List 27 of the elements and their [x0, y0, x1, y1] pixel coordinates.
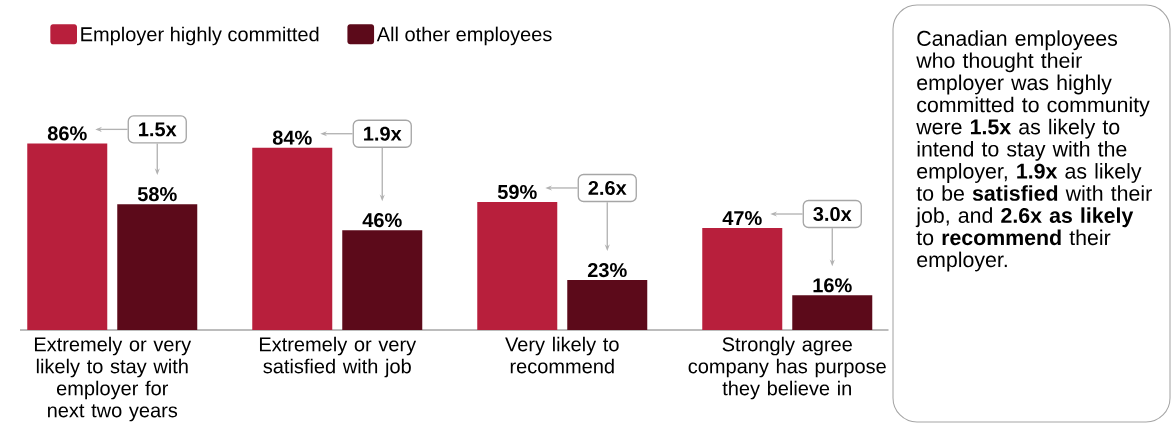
data-label: 16%	[813, 278, 852, 293]
x-tick-label: Very likely to recommend	[505, 336, 619, 374]
annotation: 2.6x	[588, 180, 627, 196]
data-label: 58%	[137, 187, 177, 202]
data-label: 23%	[587, 262, 627, 278]
annotation: 1.5x	[139, 122, 177, 137]
bar	[117, 204, 198, 330]
bar	[567, 280, 648, 330]
x-tick-label: Strongly agree company has purpose they believe in	[688, 336, 886, 400]
text: Canadian employees who thought their employer was highly committed to community were 1.5x as likely to intend to stay with the employer, 1.9x as likely to be satisfied with their job, and 2.6x as likely to recommend their employer.	[915, 30, 1152, 272]
bar	[342, 230, 423, 330]
bar	[702, 228, 783, 330]
bar	[792, 295, 873, 330]
x-tick-label: Extremely or very satisfied with job	[259, 336, 417, 378]
data-label: 47%	[722, 211, 762, 226]
bar	[27, 143, 108, 330]
legend-label: Employer highly committed	[81, 26, 319, 46]
bar	[477, 201, 558, 330]
data-label: 59%	[497, 184, 537, 200]
data-label: 84%	[272, 130, 312, 145]
x-tick-label: Extremely or very likely to stay with employer for next two years	[34, 336, 192, 422]
data-label: 46%	[362, 213, 402, 228]
data-label: 86%	[47, 126, 87, 141]
bar	[252, 147, 333, 330]
legend-label: All other employees	[376, 26, 552, 46]
annotation: 3.0x	[813, 206, 852, 222]
annotation: 1.9x	[364, 126, 402, 141]
